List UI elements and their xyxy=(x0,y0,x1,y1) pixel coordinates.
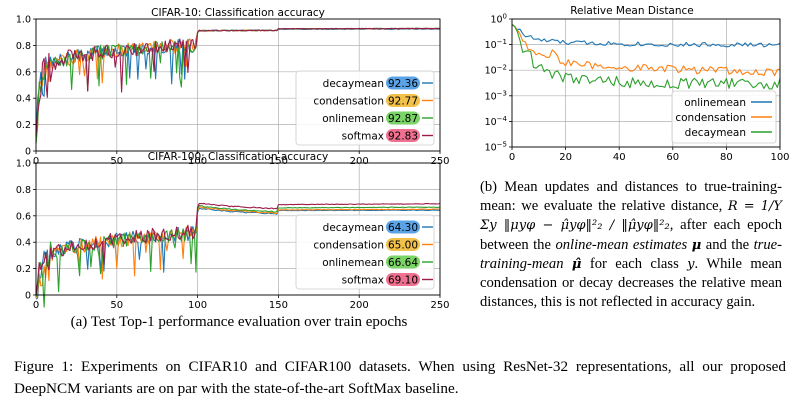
x-tick-label: 0 xyxy=(33,300,39,311)
legend-badge-value: 92.83 xyxy=(388,131,418,143)
y-tick-label: 10−5 xyxy=(485,141,507,154)
legend-badge xyxy=(386,273,420,286)
y-tick-label: 10−1 xyxy=(485,38,507,51)
chart-title: CIFAR-10: Classification accuracy xyxy=(151,7,325,19)
x-tick-label: 100 xyxy=(188,300,207,311)
caption-b-y: y xyxy=(687,256,695,272)
legend-label: onlinemean xyxy=(684,97,746,109)
legend-label: softmax xyxy=(342,131,384,143)
x-tick-label: 100 xyxy=(188,156,207,167)
figure-caption: Figure 1: Experiments on CIFAR10 and CIF… xyxy=(14,358,786,397)
series-line-onlinemean xyxy=(35,204,441,308)
legend-label: condensation xyxy=(313,96,384,108)
series-line-softmax xyxy=(35,202,441,296)
caption-b-muhat: μ̂ xyxy=(571,256,582,272)
caption-b-mu: μ xyxy=(691,237,702,253)
chart-cifar100: CIFAR-100: Classification accuracy 0 50 10… xyxy=(16,151,450,311)
legend-badge xyxy=(386,220,420,234)
caption-b-formula: R = 1/Y Σy ‖μyφ − μ̂yφ‖²₂ / ‖μ̂yφ‖²₂ xyxy=(480,199,782,234)
legend-label: onlinemean xyxy=(322,257,384,269)
legend-badge-value: 92.36 xyxy=(388,78,418,90)
x-tick-label: 0 xyxy=(509,152,515,163)
x-tick-label: 20 xyxy=(559,152,572,163)
y-tick-label: 0.8 xyxy=(16,41,31,52)
series-line-onlinemean xyxy=(511,23,781,48)
y-tick-label: 10−3 xyxy=(485,89,507,102)
caption-b-text: for each class xyxy=(589,255,679,272)
series-line-softmax xyxy=(35,27,441,136)
legend-label: decaymean xyxy=(323,78,384,90)
legend-badge-value: 69.10 xyxy=(388,275,418,287)
x-tick-label: 200 xyxy=(350,156,369,167)
plot-frame xyxy=(511,18,781,148)
plot-frame xyxy=(35,162,441,296)
y-tick-label: 0.2 xyxy=(16,120,31,131)
legend-badge-value: 65.00 xyxy=(388,240,418,252)
legend-label: onlinemean xyxy=(322,113,384,125)
y-tick-label: 0.6 xyxy=(16,67,31,78)
legend-badge xyxy=(386,94,420,107)
x-tick-label: 100 xyxy=(770,152,789,163)
legend-badge xyxy=(386,76,420,90)
legend-label: softmax xyxy=(342,275,384,287)
caption-b-text: . While mean condensation or decay decre… xyxy=(480,255,782,311)
x-tick-label: 250 xyxy=(430,156,449,167)
caption-b-text: and the xyxy=(705,236,750,253)
plot-frame xyxy=(35,18,441,152)
x-tick-label: 80 xyxy=(720,152,733,163)
legend-badge xyxy=(386,238,420,251)
caption-a: (a) Test Top-1 performance evaluation ov… xyxy=(70,314,408,330)
legend-label: condensation xyxy=(675,112,746,124)
legend-badge-value: 66.64 xyxy=(388,257,418,269)
legend-badge xyxy=(386,111,420,125)
chart-relmean: Relative Mean Distance 0 20 40 60 80 100 100 10… xyxy=(485,5,790,163)
caption-b-emph: true-training-mean xyxy=(480,236,782,272)
y-tick-label: 0 xyxy=(25,147,31,158)
y-tick-label: 0.4 xyxy=(16,94,31,105)
caption-b-emph: online-mean estimates xyxy=(555,236,688,253)
x-tick-label: 60 xyxy=(666,152,679,163)
legend-label: decaymean xyxy=(323,222,384,234)
x-tick-label: 150 xyxy=(269,156,288,167)
legend-label: condensation xyxy=(313,240,384,252)
chart-title: CIFAR-100: Classification accuracy xyxy=(148,151,328,163)
y-tick-label: 1.0 xyxy=(16,159,31,170)
x-tick-label: 50 xyxy=(110,156,123,167)
chart-cifar10: CIFAR-10: Classification accuracy 0 50 100… xyxy=(16,7,450,167)
legend-badge-value: 92.77 xyxy=(388,96,418,108)
y-tick-label: 0.6 xyxy=(16,211,31,222)
x-tick-label: 250 xyxy=(430,300,449,311)
y-tick-label: 0.8 xyxy=(16,185,31,196)
y-tick-label: 100 xyxy=(490,13,507,26)
x-tick-label: 200 xyxy=(350,300,369,311)
y-tick-label: 0.4 xyxy=(16,238,31,249)
series-line-decaymean xyxy=(511,24,781,90)
caption-b: (b) Mean updates and distances to true-t… xyxy=(480,178,782,312)
y-tick-label: 1.0 xyxy=(16,15,31,26)
caption-b-text: , after each epoch between the xyxy=(480,217,782,253)
legend-label: decaymean xyxy=(685,127,746,139)
legend-badge-value: 64.30 xyxy=(388,222,418,234)
x-tick-label: 0 xyxy=(33,156,39,167)
y-tick-label: 10−4 xyxy=(485,115,508,128)
legend-badge xyxy=(386,255,420,269)
legend-badge xyxy=(386,129,420,142)
y-tick-label: 0 xyxy=(25,291,31,302)
y-tick-label: 0.2 xyxy=(16,264,31,275)
legend-badge-value: 92.87 xyxy=(388,113,418,125)
legend-box xyxy=(671,90,777,144)
caption-b-text: (b) Mean updates and distances to true-t… xyxy=(480,179,782,215)
y-tick-label: 10−2 xyxy=(485,64,507,77)
chart-title: Relative Mean Distance xyxy=(570,5,694,17)
series-line-condensation xyxy=(511,24,781,77)
x-tick-label: 40 xyxy=(613,152,626,163)
x-tick-label: 50 xyxy=(110,300,123,311)
x-tick-label: 150 xyxy=(269,300,288,311)
